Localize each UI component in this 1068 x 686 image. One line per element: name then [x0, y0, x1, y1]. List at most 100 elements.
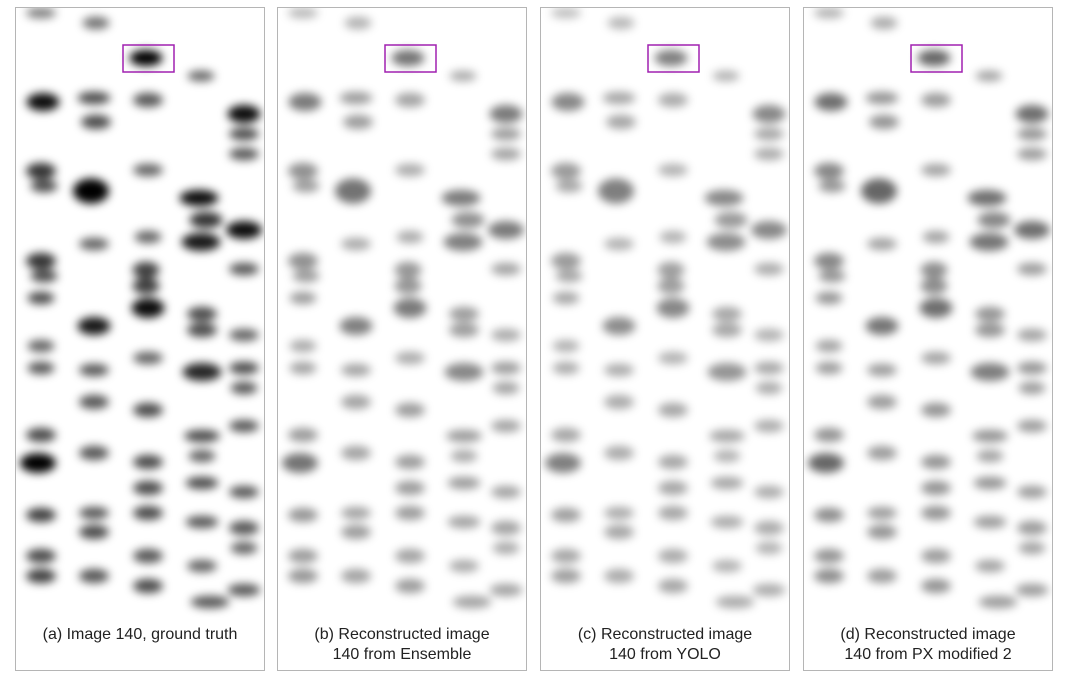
gel-spot [1015, 583, 1049, 597]
gel-spot [449, 559, 479, 573]
gel-spot [288, 93, 322, 111]
gel-spot [344, 16, 372, 30]
gel-spot [491, 127, 521, 141]
gel-spot [818, 269, 846, 283]
gel-spot [865, 317, 899, 335]
gel-spot [492, 541, 520, 555]
gel-spot [446, 429, 482, 443]
highlight-box [910, 44, 963, 73]
gel-spot [973, 515, 1007, 529]
gel-spot [491, 485, 521, 499]
gel-spot [551, 162, 581, 180]
gel-image-px-modified-2 [808, 8, 1050, 609]
gel-spot [395, 480, 425, 496]
gel-spot [133, 548, 163, 564]
gel-spot [867, 524, 897, 540]
gel-spot [551, 252, 581, 270]
gel-spot [1017, 361, 1047, 375]
gel-spot [133, 351, 163, 365]
gel-spot [491, 520, 521, 536]
gel-spot [79, 445, 109, 461]
gel-spot [181, 233, 221, 251]
gel-spot [658, 351, 688, 365]
gel-spot [491, 361, 521, 375]
gel-spot [229, 147, 259, 161]
gel-spot [969, 233, 1009, 251]
gel-spot [394, 261, 422, 279]
gel-spot [395, 454, 425, 470]
gel-spot [754, 520, 784, 536]
gel-spot [658, 402, 688, 418]
caption-yolo: (c) Reconstructed image 140 from YOLO [541, 625, 789, 665]
gel-spot [341, 394, 371, 410]
gel-spot [752, 105, 786, 123]
gel-spot [814, 162, 844, 180]
gel-spot [185, 515, 219, 529]
gel-spot [658, 548, 688, 564]
gel-spot [26, 568, 56, 584]
gel-spot [598, 178, 634, 204]
gel-spot [818, 179, 846, 193]
gel-spot [77, 91, 111, 105]
gel-spot [491, 328, 521, 342]
gel-spot [814, 252, 844, 270]
gel-spot [227, 105, 261, 123]
gel-spot [861, 178, 897, 204]
gel-spot [1017, 147, 1047, 161]
gel-spot [976, 449, 1004, 463]
highlight-box [384, 44, 437, 73]
gel-spot [920, 261, 948, 279]
gel-spot [491, 262, 521, 276]
gel-spot [27, 361, 55, 375]
gel-spot [865, 91, 899, 105]
gel-spot [182, 363, 222, 381]
gel-spot [754, 485, 784, 499]
gel-spot [658, 454, 688, 470]
gel-spot [341, 506, 371, 520]
gel-spot [282, 453, 318, 473]
gel-spot [81, 114, 111, 130]
gel-spot [755, 381, 783, 395]
gel-spot [447, 476, 481, 490]
gel-spot [755, 541, 783, 555]
gel-spot [921, 454, 951, 470]
gel-spot [712, 70, 740, 82]
gel-spot [187, 322, 217, 338]
gel-spot [395, 505, 425, 521]
gel-spot [134, 230, 162, 244]
gel-spot [867, 394, 897, 410]
gel-spot [190, 595, 230, 609]
gel-spot [133, 578, 163, 594]
gel-spot [391, 49, 425, 67]
gel-spot [133, 454, 163, 470]
gel-spot [815, 361, 843, 375]
gel-spot [754, 147, 784, 161]
gel-spot [921, 480, 951, 496]
gel-spot [921, 163, 951, 177]
gel-spot [551, 548, 581, 564]
gel-spot [133, 505, 163, 521]
panel-yolo: (c) Reconstructed image 140 from YOLO [540, 7, 790, 671]
gel-spot [814, 507, 844, 523]
gel-spot [395, 163, 425, 177]
gel-spot [814, 568, 844, 584]
gel-spot [604, 445, 634, 461]
caption-line: (a) Image 140, ground truth [42, 626, 238, 643]
gel-spot [921, 402, 951, 418]
gel-spot [226, 221, 262, 239]
gel-spot [977, 211, 1011, 229]
panel-ensemble: (b) Reconstructed image 140 from Ensembl… [277, 7, 527, 671]
gel-spot [187, 306, 217, 322]
gel-spot [133, 92, 163, 108]
gel-spot [658, 578, 688, 594]
caption-line: 140 from YOLO [609, 646, 721, 663]
gel-spot [551, 568, 581, 584]
gel-spot [710, 476, 744, 490]
gel-spot [602, 317, 636, 335]
gel-spot [395, 548, 425, 564]
gel-spot [79, 506, 109, 520]
gel-spot [79, 524, 109, 540]
gel-spot [441, 189, 481, 207]
gel-spot [79, 568, 109, 584]
gel-spot [188, 449, 216, 463]
